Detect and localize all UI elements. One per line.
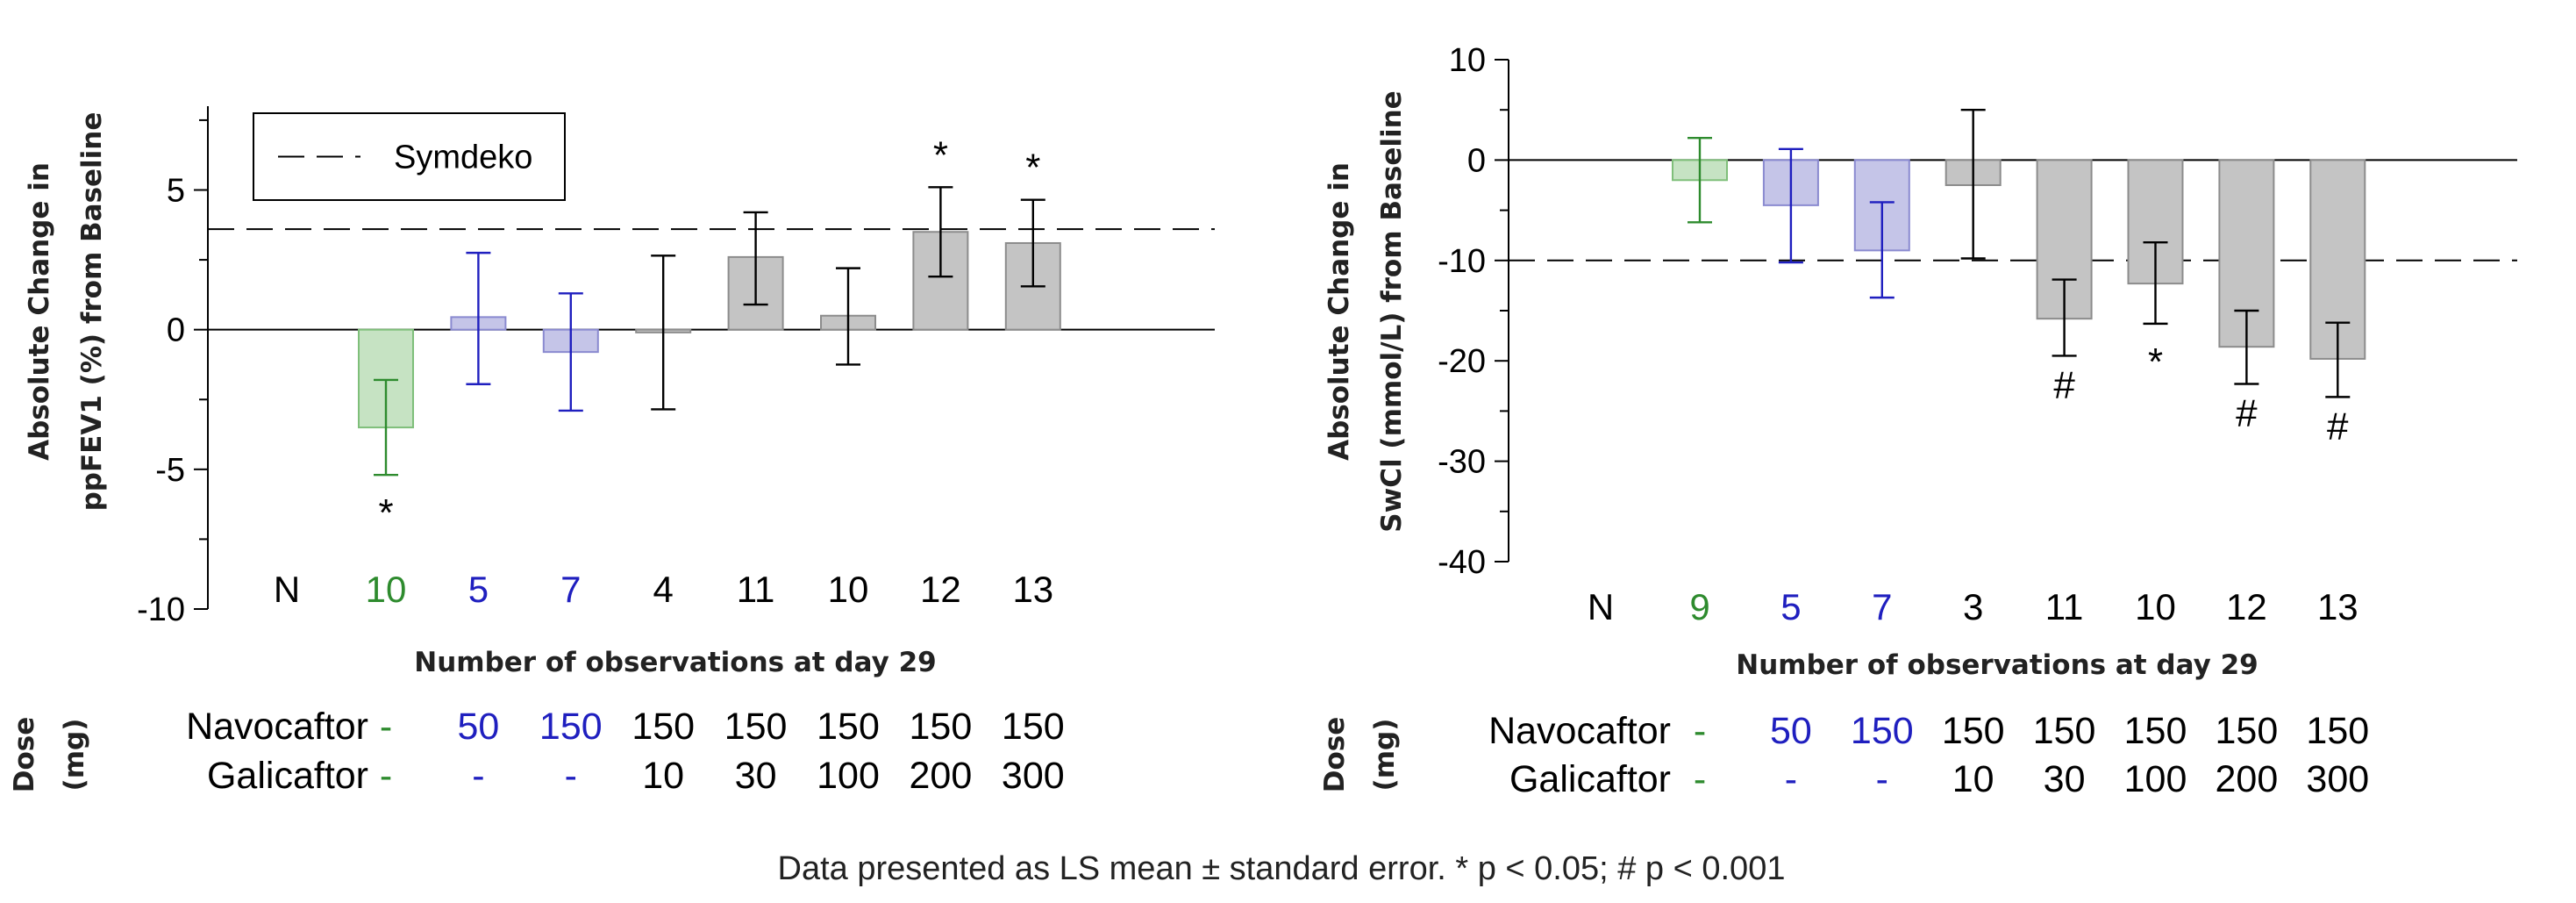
y-tick-label: 5 [167, 173, 185, 210]
dose-title-line: (mg) [59, 719, 90, 792]
navocaftor-label: Navocaftor [1488, 710, 1671, 752]
y-tick-label: 0 [167, 312, 185, 349]
y-tick-label: 10 [1449, 42, 1486, 79]
significance-mark: * [2148, 340, 2163, 383]
galicaftor-dose: - [472, 755, 484, 797]
navocaftor-dose: 150 [2124, 710, 2187, 752]
n-value: 4 [653, 569, 674, 610]
n-value: 5 [468, 569, 489, 610]
navocaftor-dose: 150 [910, 706, 973, 748]
n-value: 11 [2045, 586, 2084, 627]
navocaftor-dose: - [1694, 710, 1706, 752]
galicaftor-dose: 10 [1952, 758, 1994, 800]
y-tick-label: -10 [137, 591, 185, 628]
y-tick-label: 0 [1467, 142, 1486, 179]
dose-title-line: (mg) [1369, 719, 1401, 792]
y-tick-label: -40 [1438, 544, 1486, 581]
n-value: 7 [1872, 586, 1892, 627]
navocaftor-dose: 50 [457, 706, 499, 748]
galicaftor-label: Galicaftor [207, 755, 368, 797]
navocaftor-dose: 150 [2306, 710, 2369, 752]
galicaftor-dose: 100 [817, 755, 880, 797]
n-header: N [1588, 586, 1614, 627]
navocaftor-dose: - [380, 706, 392, 748]
y-axis-title-line: Absolute Change in [1324, 162, 1355, 461]
galicaftor-dose: 300 [2306, 758, 2369, 800]
n-value: 7 [560, 569, 581, 610]
significance-mark: * [378, 491, 393, 534]
y-axis-title-line: Absolute Change in [24, 162, 55, 461]
n-header: N [274, 569, 300, 610]
n-value: 9 [1689, 586, 1709, 627]
y-tick-label: -5 [155, 452, 185, 489]
n-value: 11 [737, 569, 775, 610]
y-axis-title-line: ppFEV1 (%) from Baseline [76, 112, 108, 512]
navocaftor-dose: 150 [2216, 710, 2279, 752]
x-axis-title: Number of observations at day 29 [414, 647, 936, 678]
galicaftor-dose: 30 [735, 755, 777, 797]
footnote: Data presented as LS mean ± standard err… [778, 850, 1786, 887]
y-tick-label: -30 [1438, 444, 1486, 481]
legend-label: Symdeko [394, 140, 532, 176]
significance-mark: # [2327, 405, 2349, 448]
y-axis-title-line: SwCl (mmol/L) from Baseline [1376, 90, 1408, 532]
galicaftor-dose: - [1694, 758, 1706, 800]
navocaftor-dose: 150 [1942, 710, 2005, 752]
navocaftor-dose: 150 [1002, 706, 1065, 748]
n-value: 3 [1963, 586, 1983, 627]
significance-mark: * [933, 133, 948, 176]
galicaftor-dose: - [565, 755, 577, 797]
galicaftor-dose: 200 [2216, 758, 2279, 800]
n-value: 12 [2226, 586, 2267, 627]
navocaftor-dose: 150 [1851, 710, 1914, 752]
dose-title-line: Dose [1319, 717, 1351, 793]
navocaftor-dose: 150 [724, 706, 788, 748]
navocaftor-dose: 150 [817, 706, 880, 748]
legend-box [253, 112, 566, 201]
galicaftor-dose: - [380, 755, 392, 797]
galicaftor-dose: 10 [642, 755, 684, 797]
y-tick-label: -20 [1438, 343, 1486, 380]
galicaftor-label: Galicaftor [1509, 758, 1671, 800]
navocaftor-dose: 50 [1770, 710, 1812, 752]
n-value: 10 [828, 569, 869, 610]
n-value: 5 [1780, 586, 1801, 627]
galicaftor-dose: 100 [2124, 758, 2187, 800]
navocaftor-dose: 150 [2033, 710, 2096, 752]
galicaftor-dose: - [1785, 758, 1797, 800]
n-value: 12 [920, 569, 961, 610]
x-axis-title: Number of observations at day 29 [1736, 649, 2258, 681]
n-value: 10 [2135, 586, 2176, 627]
galicaftor-dose: 200 [910, 755, 973, 797]
navocaftor-label: Navocaftor [186, 706, 368, 748]
navocaftor-dose: 150 [632, 706, 695, 748]
y-tick-label: -10 [1438, 243, 1486, 280]
significance-mark: * [1025, 147, 1040, 190]
n-value: 10 [366, 569, 407, 610]
n-value: 13 [1012, 569, 1053, 610]
significance-mark: # [2236, 392, 2258, 435]
galicaftor-dose: - [1876, 758, 1888, 800]
n-value: 13 [2317, 586, 2358, 627]
dose-title-line: Dose [9, 717, 40, 793]
significance-mark: # [2053, 363, 2075, 406]
galicaftor-dose: 300 [1002, 755, 1065, 797]
galicaftor-dose: 30 [2044, 758, 2086, 800]
navocaftor-dose: 150 [539, 706, 603, 748]
